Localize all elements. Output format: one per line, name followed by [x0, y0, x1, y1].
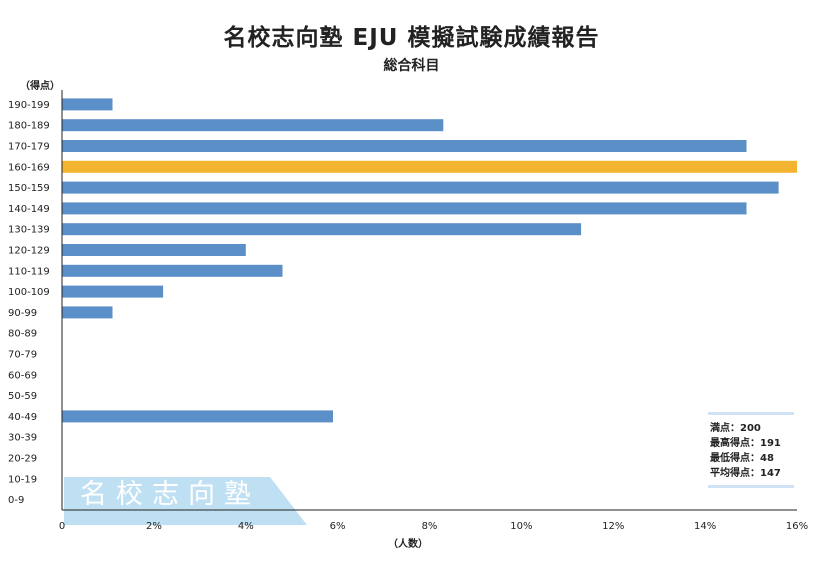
y-tick-label: 160-169: [8, 162, 50, 173]
y-tick-label: 190-199: [8, 100, 50, 111]
y-tick-label: 0-9: [8, 495, 24, 506]
bar-100-109: [62, 285, 164, 298]
average-score-text: 平均得点：147: [710, 468, 781, 479]
y-tick-label: 60-69: [8, 370, 37, 381]
chart-subtitle: 総合科目: [383, 58, 440, 74]
y-tick-label: 90-99: [8, 308, 37, 319]
x-tick-label: 2%: [146, 521, 162, 532]
bar-140-149: [62, 202, 747, 215]
y-axis-title: （得点）: [20, 79, 60, 92]
watermark-band: [64, 477, 307, 525]
y-tick-label: 120-129: [8, 246, 50, 257]
score-summary-box: 満点：200 最高得点：191 最低得点：48 平均得点：147: [708, 412, 794, 488]
summary-top-rule: [708, 412, 794, 415]
lowest-score-text: 最低得点：48: [710, 453, 774, 464]
bar-110-119: [62, 264, 283, 277]
y-tick-label: 40-49: [8, 412, 37, 423]
bar-170-179: [62, 140, 747, 152]
watermark-text: 名校志向塾: [80, 479, 260, 510]
x-tick-label: 4%: [238, 521, 254, 532]
x-tick-label: 0: [59, 521, 65, 532]
y-tick-label: 150-159: [8, 183, 50, 194]
y-tick-label: 30-39: [8, 433, 37, 444]
bar-180-189: [62, 119, 444, 132]
x-tick-label: 6%: [330, 521, 346, 532]
bar-160-169: [62, 160, 797, 173]
y-tick-label: 10-19: [8, 474, 37, 485]
x-tick-label: 8%: [422, 521, 438, 532]
full-score-text: 満点：200: [710, 423, 761, 434]
x-axis-title: （人数）: [388, 537, 428, 550]
y-tick-label: 20-29: [8, 454, 37, 465]
bar-130-139: [62, 223, 582, 236]
y-tick-label: 180-189: [8, 121, 50, 132]
y-tick-label: 170-179: [8, 142, 50, 153]
y-tick-label: 140-149: [8, 204, 50, 215]
x-tick-label: 16%: [786, 521, 808, 532]
bar-150-159: [62, 181, 779, 194]
x-tick-label: 14%: [694, 521, 716, 532]
x-tick-label: 10%: [510, 521, 532, 532]
y-tick-label: 130-139: [8, 225, 50, 236]
y-tick-label: 50-59: [8, 391, 37, 402]
y-tick-label: 110-119: [8, 266, 50, 277]
chart-title: 名校志向塾 EJU 模擬試験成績報告: [223, 25, 600, 51]
bar-120-129: [62, 244, 246, 256]
highest-score-text: 最高得点：191: [710, 438, 781, 449]
bar-190-199: [62, 98, 113, 111]
bar-90-99: [62, 306, 113, 319]
bar-40-49: [62, 410, 333, 423]
y-tick-label: 100-109: [8, 287, 50, 298]
y-tick-label: 80-89: [8, 329, 37, 340]
summary-bottom-rule: [708, 485, 794, 488]
y-tick-label: 70-79: [8, 350, 37, 361]
x-tick-label: 12%: [602, 521, 624, 532]
